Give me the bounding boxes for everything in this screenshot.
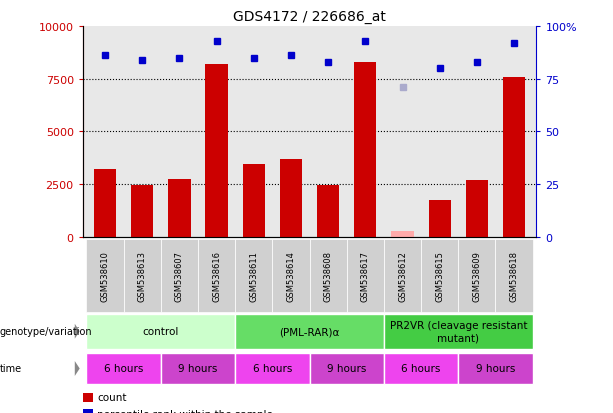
- Text: 6 hours: 6 hours: [402, 363, 441, 374]
- Text: 6 hours: 6 hours: [253, 363, 292, 374]
- Text: GSM538617: GSM538617: [361, 250, 370, 301]
- Text: GSM538614: GSM538614: [286, 250, 295, 301]
- Bar: [169, 180, 191, 237]
- Text: 9 hours: 9 hours: [327, 363, 367, 374]
- Text: GSM538610: GSM538610: [101, 250, 110, 301]
- Text: GSM538618: GSM538618: [509, 250, 519, 301]
- Text: GSM538615: GSM538615: [435, 250, 444, 301]
- Bar: [205, 65, 228, 237]
- Text: GSM538611: GSM538611: [249, 250, 258, 301]
- Text: (PML-RAR)α: (PML-RAR)α: [280, 326, 340, 337]
- Text: count: count: [97, 392, 127, 402]
- Text: 9 hours: 9 hours: [476, 363, 515, 374]
- Bar: [243, 165, 265, 237]
- Text: GSM538613: GSM538613: [138, 250, 147, 301]
- Bar: [391, 231, 414, 237]
- Bar: [354, 63, 376, 237]
- Text: GSM538612: GSM538612: [398, 250, 407, 301]
- Text: 6 hours: 6 hours: [104, 363, 143, 374]
- Title: GDS4172 / 226686_at: GDS4172 / 226686_at: [233, 10, 386, 24]
- Text: percentile rank within the sample: percentile rank within the sample: [97, 409, 273, 413]
- Text: 9 hours: 9 hours: [178, 363, 218, 374]
- Bar: [466, 180, 488, 237]
- Bar: [428, 201, 451, 237]
- Text: GSM538616: GSM538616: [212, 250, 221, 301]
- Bar: [131, 186, 153, 237]
- Bar: [317, 186, 340, 237]
- Text: GSM538609: GSM538609: [473, 250, 481, 301]
- Bar: [503, 77, 525, 237]
- Text: GSM538607: GSM538607: [175, 250, 184, 301]
- Text: genotype/variation: genotype/variation: [0, 326, 93, 337]
- Text: control: control: [143, 326, 179, 337]
- Bar: [94, 170, 116, 237]
- Bar: [280, 159, 302, 237]
- Text: GSM538608: GSM538608: [324, 250, 333, 301]
- Text: time: time: [0, 363, 22, 374]
- Text: PR2VR (cleavage resistant
mutant): PR2VR (cleavage resistant mutant): [389, 320, 527, 342]
